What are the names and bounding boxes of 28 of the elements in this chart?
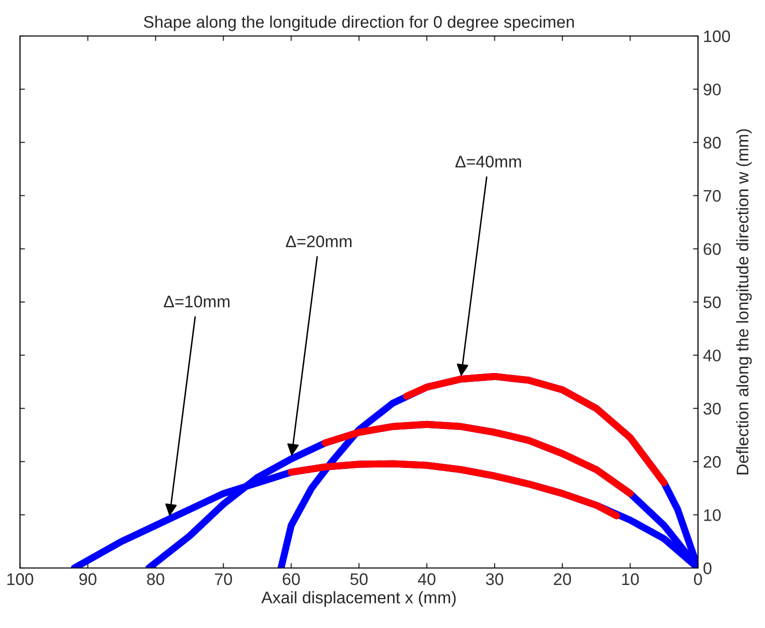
x-axis-title: Axail displacement x (mm) (261, 591, 456, 607)
x-tick-label: 20 (554, 573, 572, 586)
x-tick-label: 90 (79, 573, 96, 586)
y-tick-label: 100 (704, 30, 730, 42)
y-tick-label: 60 (704, 243, 721, 256)
x-tick-label: 10 (622, 573, 639, 586)
x-tick-label: 80 (147, 573, 164, 586)
annotation: Δ=10mm (164, 296, 230, 308)
y-tick-label: 0 (704, 562, 712, 574)
chart-title: Shape along the longitude direction for 0 degree specimen (144, 16, 574, 32)
y-tick-label: 80 (704, 136, 721, 149)
annotation: Δ=20mm (286, 236, 352, 248)
x-tick-label: 30 (486, 573, 504, 586)
x-tick-label: 70 (214, 573, 232, 586)
x-tick-label: 60 (282, 573, 300, 586)
y-tick-label: 20 (704, 456, 721, 468)
x-tick-label: 50 (350, 573, 368, 586)
y-tick-label: 30 (703, 402, 721, 415)
y-axis-title: Deflection along the longitude direction w (mm) (736, 129, 752, 474)
annotation: Δ=40mm (455, 156, 521, 168)
x-tick-label: 40 (418, 573, 436, 586)
x-tick-label: 0 (694, 573, 702, 586)
y-tick-label: 70 (704, 190, 721, 202)
y-tick-label: 10 (704, 509, 721, 522)
y-tick-label: 40 (703, 350, 721, 362)
y-tick-label: 90 (704, 84, 721, 96)
y-tick-label: 50 (704, 296, 721, 308)
x-tick-label: 100 (7, 573, 34, 586)
